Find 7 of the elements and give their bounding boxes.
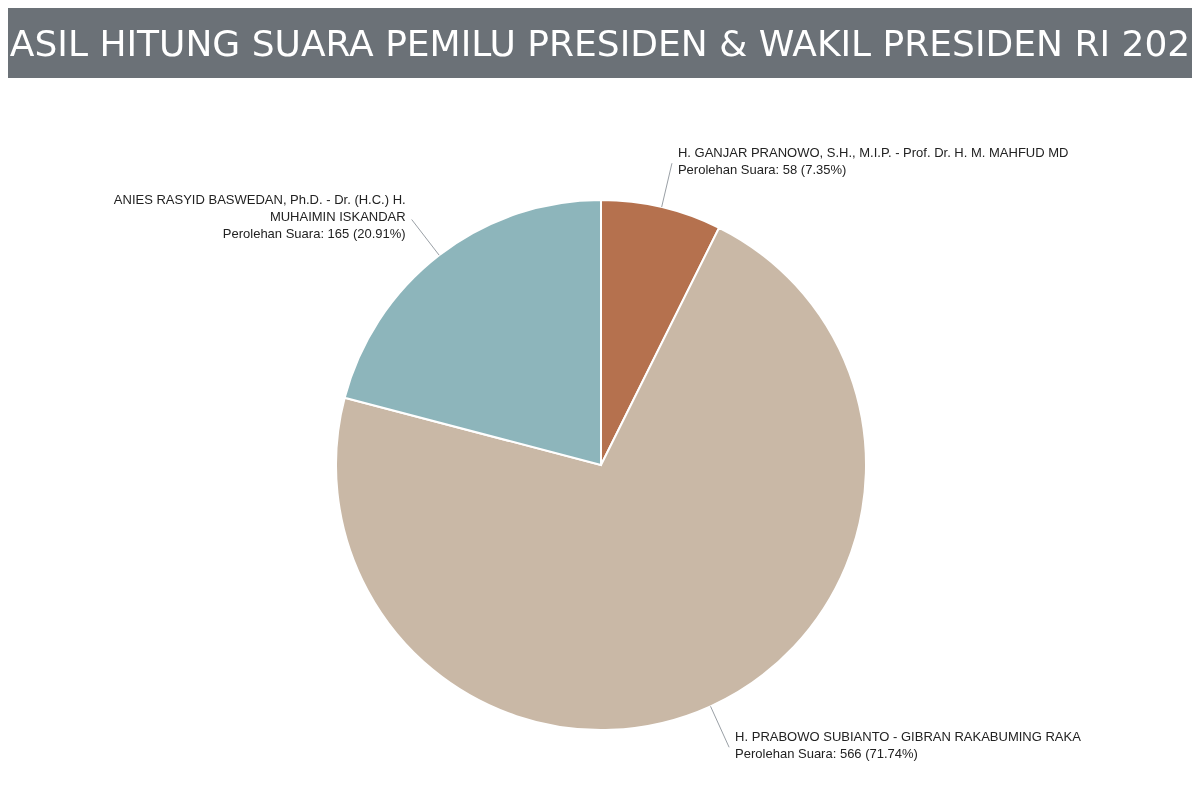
slice-label: ANIES RASYID BASWEDAN, Ph.D. - Dr. (H.C.) H. MUHAIMIN ISKANDAR [113,192,406,225]
data-label: Perolehan Suara: 165 (20.91%) [222,226,406,242]
chart-title: ASIL HITUNG SUARA PEMILU PRESIDEN & WAKIL PRESIDEN RI 202 [9,22,1191,64]
slice-label: H. PRABOWO SUBIANTO - GIBRAN RAKABUMING RAKA [735,728,1082,744]
data-label: Perolehan Suara: 58 (7.35%) [677,161,847,177]
slice-label: H. GANJAR PRANOWO, S.H., M.I.P. - Prof. Dr. H. M. MAHFUD MD [677,144,1069,160]
data-label: Perolehan Suara: 566 (71.74%) [735,745,918,761]
